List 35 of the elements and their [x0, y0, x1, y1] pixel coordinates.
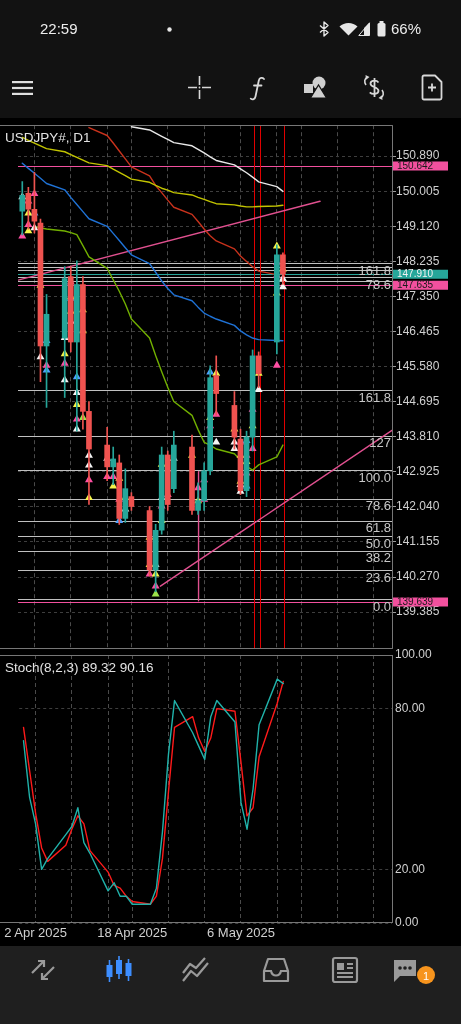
annotation: 0.0 [372, 598, 391, 614]
y-tick-label: 149.120 [396, 218, 440, 233]
chart-title: Stoch(8,2,3) 89.32 90.16 [5, 659, 154, 675]
y-tick-label: 147.350 [396, 288, 440, 303]
ref-line-label: 150.642 [397, 160, 434, 172]
y-tick-label: 148.235 [396, 253, 440, 268]
annotation: 161.8 [358, 389, 391, 405]
y-tick-label: 100.00 [395, 647, 433, 662]
y-tick-label: 145.580 [396, 358, 440, 373]
chart-title: USDJPY#, D1 [5, 129, 91, 145]
x-tick-label: 2 Apr 2025 [4, 925, 68, 941]
annotation: 38.2 [365, 550, 391, 566]
y-tick-label: 0.00 [395, 915, 419, 930]
y-tick-label: 140.270 [396, 569, 440, 584]
text: 22:59 [40, 20, 78, 38]
annotation: 127 [369, 435, 391, 451]
annotation: 50.0 [365, 535, 391, 551]
annotation: 78.6 [365, 498, 391, 514]
y-tick-label: 142.925 [396, 464, 440, 479]
ref-line-label: 147.635 [397, 279, 434, 291]
x-tick-label: 6 May 2025 [207, 925, 275, 941]
annotation: 23.6 [365, 569, 391, 585]
y-tick-label: 20.00 [395, 861, 426, 876]
y-tick-label: 141.155 [396, 534, 440, 549]
y-tick-label: 142.040 [396, 499, 440, 514]
annotation: 61.8 [365, 520, 391, 536]
text: 66% [391, 20, 422, 38]
y-tick-label: 143.810 [396, 429, 440, 444]
y-tick-label: 144.695 [396, 393, 440, 408]
y-tick-label: 146.465 [396, 323, 440, 338]
ref-line-label: 147.910 [397, 268, 434, 280]
y-tick-label: 150.005 [396, 183, 440, 198]
annotation: 100.0 [358, 469, 391, 485]
x-tick-label: 18 Apr 2025 [97, 925, 168, 941]
y-tick-label: 80.00 [395, 700, 426, 715]
